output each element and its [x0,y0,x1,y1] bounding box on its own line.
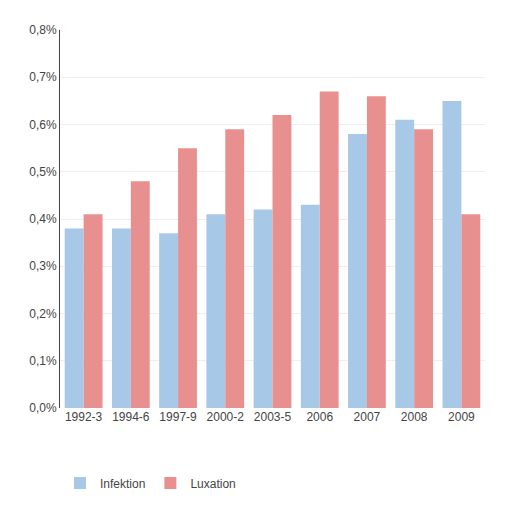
svg-text:1997-9: 1997-9 [159,410,197,424]
svg-text:1994-6: 1994-6 [112,410,150,424]
svg-text:0,3%: 0,3% [29,259,57,273]
svg-text:2009: 2009 [448,410,475,424]
svg-text:Infektion: Infektion [100,477,145,491]
svg-text:0,1%: 0,1% [29,354,57,368]
svg-text:2003-5: 2003-5 [254,410,292,424]
svg-text:2008: 2008 [401,410,428,424]
svg-text:0,5%: 0,5% [29,165,57,179]
svg-text:0,0%: 0,0% [29,401,57,415]
svg-text:0,8%: 0,8% [29,23,57,37]
svg-text:1992-3: 1992-3 [65,410,103,424]
svg-text:2006: 2006 [306,410,333,424]
svg-text:0,7%: 0,7% [29,70,57,84]
svg-text:0,4%: 0,4% [29,212,57,226]
svg-text:0,6%: 0,6% [29,118,57,132]
svg-text:2007: 2007 [354,410,381,424]
svg-text:Luxation: Luxation [190,477,235,491]
svg-text:2000-2: 2000-2 [207,410,245,424]
svg-text:0,2%: 0,2% [29,307,57,321]
